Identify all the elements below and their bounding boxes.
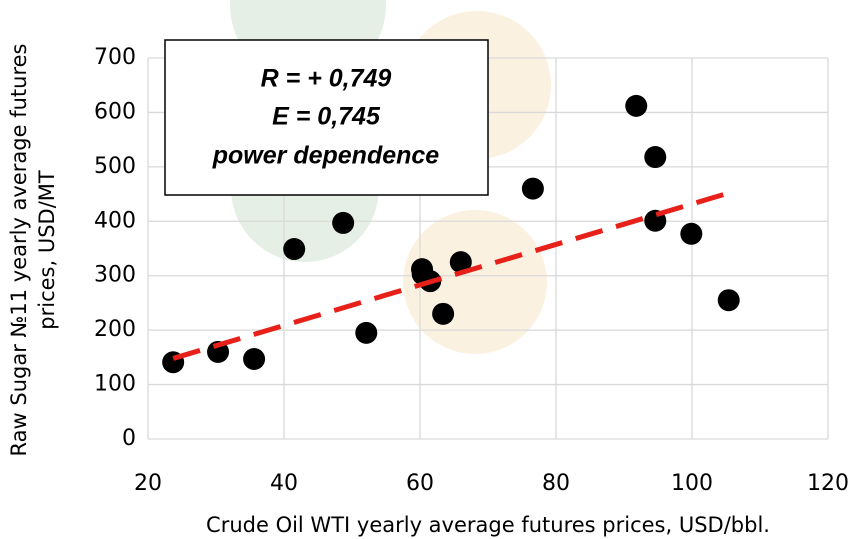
x-tick-label: 60 [406, 471, 434, 496]
y-tick-label: 100 [94, 372, 136, 397]
y-tick-label: 700 [94, 45, 136, 70]
annotation: power dependence [212, 142, 440, 170]
x-axis-label: Crude Oil WTI yearly average futures pri… [206, 513, 770, 537]
point [207, 340, 230, 363]
y-axis-label: prices, USD/MT [35, 170, 59, 330]
annotation: E = 0,745 [272, 103, 381, 131]
x-tick-label: 80 [542, 471, 570, 496]
x-tick-label: 100 [671, 471, 713, 496]
point [625, 94, 648, 117]
x-tick-label: 40 [270, 471, 298, 496]
x-tick-label: 20 [134, 471, 162, 496]
point [644, 146, 667, 169]
y-axis-label: Raw Sugar №11 yearly average futures [7, 44, 31, 457]
y-tick-label: 0 [122, 426, 136, 451]
point [432, 302, 455, 325]
annotation-box [164, 39, 489, 196]
y-tick-label: 600 [94, 99, 136, 124]
point [355, 321, 378, 344]
point [521, 177, 544, 200]
point [283, 238, 306, 261]
point [243, 347, 266, 370]
point [680, 222, 703, 245]
annotation: R = + 0,749 [261, 65, 392, 93]
y-tick-label: 300 [94, 263, 136, 288]
trend-line [172, 190, 730, 361]
point [717, 289, 740, 312]
y-tick-label: 400 [94, 208, 136, 233]
x-tick-label: 120 [807, 471, 849, 496]
point [449, 251, 472, 274]
point [332, 211, 355, 234]
y-tick-label: 500 [94, 154, 136, 179]
y-tick-label: 200 [94, 317, 136, 342]
